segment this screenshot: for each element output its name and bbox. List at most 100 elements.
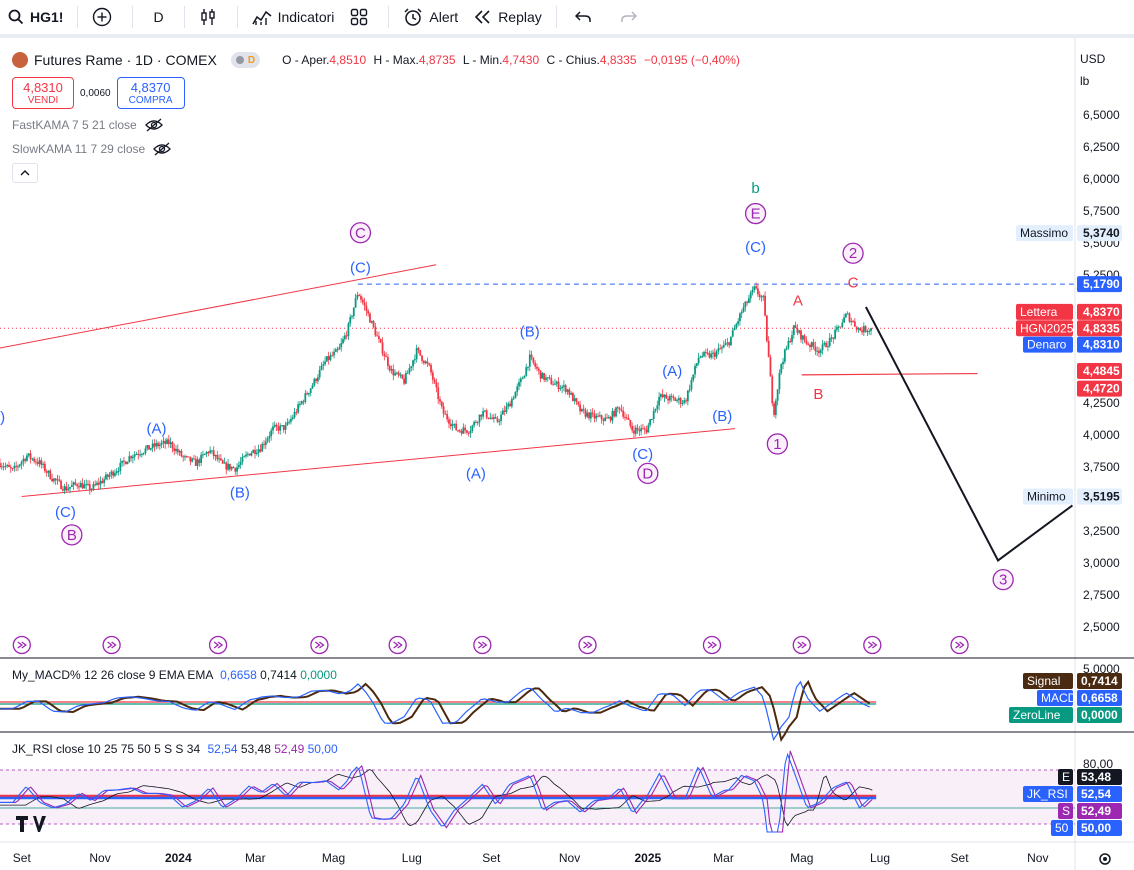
candle-body [695,363,698,366]
candle-body [20,461,23,465]
candle-body [843,317,845,323]
interval-button[interactable]: D [139,0,177,34]
toolbar-divider [236,6,238,28]
eye-hidden-icon[interactable] [144,118,163,132]
candle-body [351,316,353,318]
ohlc-values: O - Aper.4,8510 H - Max.4,8735 L - Min.4… [282,53,740,67]
event-arrow-icon [21,641,27,649]
wave-label: D [642,465,653,482]
price-label-box [1077,303,1122,320]
collapse-legend-button[interactable] [12,163,38,183]
price-tick-label: 5,7500 [1083,204,1120,218]
candle-body [340,343,343,348]
candle-body [803,335,806,341]
candle-body [410,366,413,369]
wave-label: (C) [632,446,653,463]
candle-body [121,460,124,463]
price-tag-box [1023,336,1073,353]
symbol-search[interactable]: HG1! [0,0,71,34]
macd-legend[interactable]: My_MACD% 12 26 close 9 EMA EMA 0,6658 0,… [12,668,337,682]
event-arrow-icon [477,641,484,649]
market-status-pill[interactable]: D [230,52,261,68]
candle-body [211,450,213,452]
eye-hidden-icon[interactable] [153,142,172,156]
candle-body [572,393,574,402]
candle-body [836,327,838,330]
price-tick-label: 3,2500 [1083,524,1120,538]
candle-body [63,486,66,491]
low-value: 4,7430 [502,53,540,67]
slow-kama-legend[interactable]: SlowKAMA 11 7 29 close [12,141,740,157]
buy-button[interactable]: 4,8370 COMPRA [116,77,185,109]
indicators-button[interactable]: Indicatori [244,0,343,34]
tradingview-logo-icon [16,816,46,832]
candle-body [94,484,97,486]
candle-body [336,349,339,351]
undo-button[interactable] [563,0,609,34]
currency-select[interactable]: USD [1080,52,1106,66]
price-tag-label: Massimo [1020,226,1068,240]
candle-body [645,429,648,433]
redo-button[interactable] [609,0,655,34]
candle-body [453,423,456,425]
candle-body [378,336,380,340]
price-tick-label: 2,7500 [1083,588,1120,602]
candle-body [679,398,682,404]
candle-body [433,379,436,383]
candle-body [807,343,810,345]
candle-body [390,369,393,371]
layouts-button[interactable] [342,0,382,34]
candle-body [796,328,799,333]
alert-button[interactable]: Alert [395,0,466,34]
candle-body [699,356,702,358]
price-tick-label: 6,5000 [1083,108,1120,122]
unit-select[interactable]: lb [1080,74,1090,88]
candle-body [302,401,305,403]
candle-body [751,290,754,293]
candle-body [24,458,27,461]
candles-icon [200,9,215,25]
candle-body [45,471,48,473]
candle-body [243,456,246,458]
buy-label: COMPRA [128,95,173,106]
candle-body [17,466,19,468]
sell-button[interactable]: 4,8310 VENDI [12,77,74,109]
candle-body [406,372,409,374]
chart-type-button[interactable] [191,0,231,34]
rsi-tag-box [1051,820,1073,836]
compare-button[interactable] [84,0,126,34]
candle-body [476,422,479,424]
plus-circle-icon [93,7,112,27]
candle-body [819,350,822,354]
search-icon [8,9,24,25]
candle-body [18,464,21,467]
candle-body [142,452,145,454]
candle-body [512,398,515,400]
candle-body [153,443,156,447]
candle-body [690,380,693,390]
candle-body [225,462,228,470]
candle-body [325,356,328,362]
candle-body [38,460,41,464]
candle-body [0,463,1,467]
macd-axis-tick: 5,0000 [1083,662,1120,676]
candle-body [642,428,644,430]
candle-body [223,462,226,464]
rsi-legend[interactable]: JK_RSI close 10 25 75 50 5 S S 34 52,54 … [12,742,338,756]
candle-body [361,299,364,303]
rsi-value-label: 50,00 [1081,821,1111,835]
candle-body [131,456,134,459]
rsi-tag-box [1058,769,1073,785]
fast-kama-legend[interactable]: FastKAMA 7 5 21 close [12,117,740,133]
candle-body [295,411,298,413]
settings-gear-icon[interactable] [1099,853,1111,865]
macd-value-box [1077,690,1122,706]
candle-body [661,394,664,398]
candle-body [135,454,138,456]
candle-body [686,390,689,402]
replay-button[interactable]: Replay [466,0,550,34]
macd-tag-label: ZeroLine [1013,708,1061,722]
price-chart[interactable]: 6,50006,25006,00005,75005,50005,25004,25… [0,38,1134,870]
candle-body [622,410,625,417]
rsi-tag-label: JK_RSI [1027,787,1068,801]
